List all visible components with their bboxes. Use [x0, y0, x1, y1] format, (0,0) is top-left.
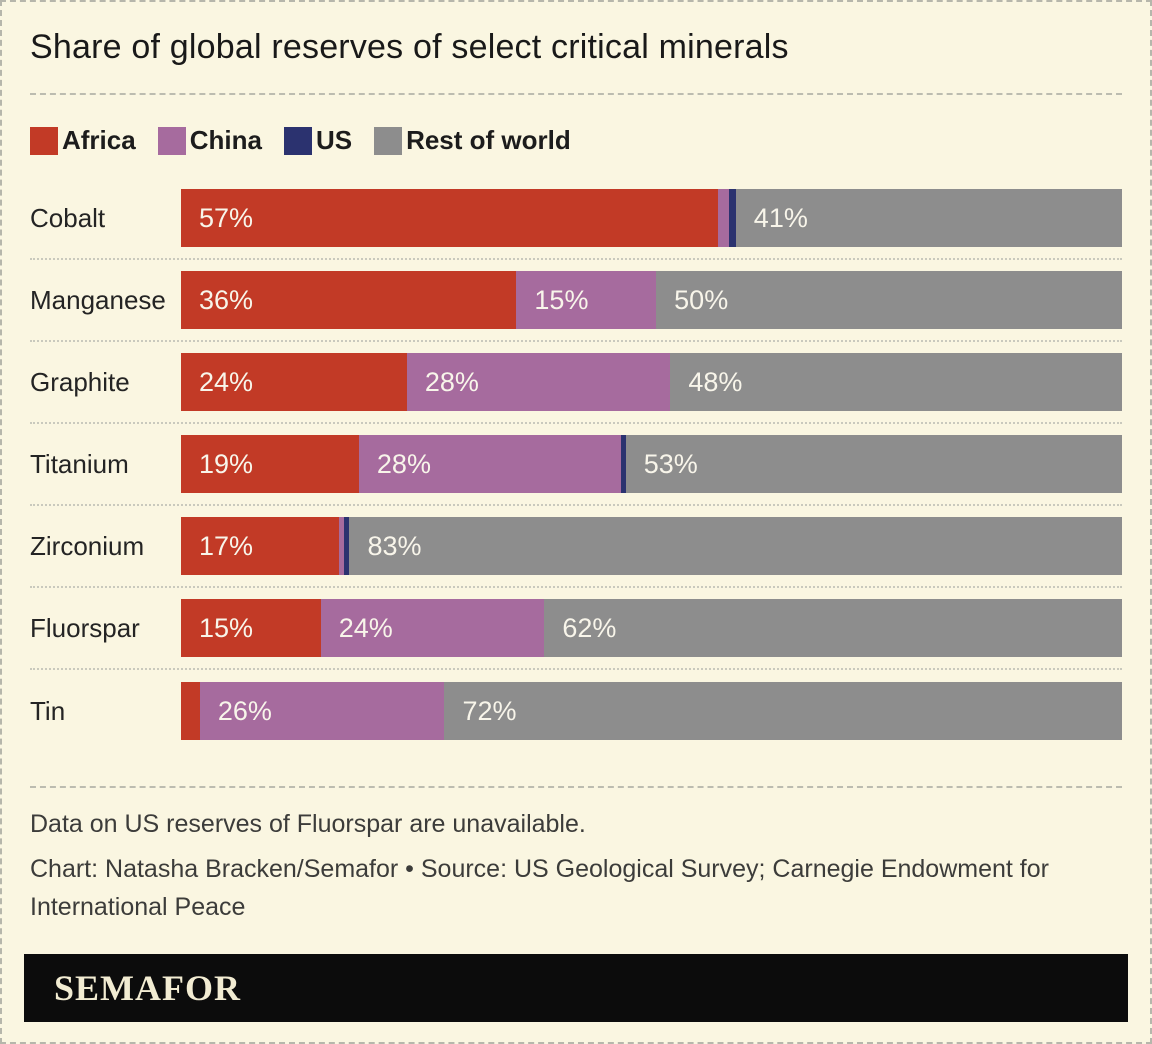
legend-label: China — [189, 125, 262, 155]
segment-value-label: 28% — [376, 448, 431, 479]
segment-value-label: 24% — [199, 366, 254, 397]
legend-item-china: China — [157, 125, 262, 156]
bar-segment-china: 15% — [516, 271, 657, 329]
segment-value-label: 17% — [199, 530, 254, 561]
segment-value-label: 28% — [424, 366, 479, 397]
bar-segment-africa: 24% — [181, 353, 407, 411]
bar-segment-africa: 17% — [181, 517, 340, 575]
bar-segment-china: 26% — [199, 682, 445, 740]
stacked-bar: 17% 83% — [181, 517, 1122, 575]
segment-value-label: 15% — [199, 612, 254, 643]
chart-row-fluorspar: Fluorspar 15% 24% 62% — [30, 588, 1122, 670]
chart-row-zirconium: Zirconium 17% 83% — [30, 506, 1122, 588]
bar-segment-us — [729, 189, 736, 247]
category-label: Titanium — [30, 448, 129, 479]
logo-bar: SEMAFOR — [24, 954, 1128, 1022]
legend-swatch-africa — [30, 126, 58, 155]
notes-divider — [30, 786, 1122, 788]
stacked-bar: 15% 24% 62% — [181, 599, 1122, 657]
bar-segment-us — [621, 435, 626, 493]
legend-item-africa: Africa — [30, 125, 136, 156]
segment-value-label: 50% — [674, 284, 729, 315]
chart-row-manganese: Manganese 36% 15% 50% — [30, 260, 1122, 342]
chart-row-titanium: Titanium 19% 28% 53% — [30, 424, 1123, 506]
bar-segment-rest-of-world: 50% — [656, 271, 1122, 329]
category-label: Graphite — [30, 366, 130, 397]
segment-value-label: 15% — [534, 284, 589, 315]
segment-value-label: 72% — [462, 695, 517, 726]
legend-label: US — [315, 125, 353, 155]
semafor-logo: SEMAFOR — [54, 968, 241, 1008]
stacked-bar: 57% 41% — [181, 189, 1122, 247]
segment-value-label: 62% — [562, 612, 617, 643]
bar-segment-africa: 19% — [181, 435, 359, 493]
credit-line: Chart: Natasha Bracken/Semafor • Source:… — [30, 855, 1049, 921]
chart-rows: Cobalt 57% 41% Manganese 36% 15% 50% Graphite 24… — [30, 178, 1123, 752]
bar-segment-china: 24% — [320, 599, 545, 657]
bar-segment-africa: 15% — [181, 599, 321, 657]
segment-value-label: 83% — [367, 530, 422, 561]
segment-value-label: 26% — [217, 695, 272, 726]
bar-segment-china — [717, 189, 730, 247]
chart-row-cobalt: Cobalt 57% 41% — [30, 178, 1122, 260]
chart-title: Share of global reserves of select criti… — [30, 28, 789, 66]
footnote: Data on US reserves of Fluorspar are una… — [30, 810, 586, 838]
legend-item-us: US — [283, 125, 353, 156]
bar-segment-africa — [181, 682, 200, 740]
category-label: Zirconium — [30, 530, 145, 561]
stacked-bar: 36% 15% 50% — [181, 271, 1122, 329]
bar-segment-china — [339, 517, 344, 575]
bar-segment-china: 28% — [358, 435, 622, 493]
title-divider — [30, 93, 1122, 95]
legend-swatch-us — [283, 126, 312, 155]
legend-label: Rest of world — [406, 125, 571, 155]
bar-segment-rest-of-world: 41% — [735, 189, 1122, 247]
chart-row-tin: Tin 26% 72% — [30, 670, 1122, 752]
stacked-bar: 19% 28% 53% — [181, 435, 1123, 493]
category-label: Cobalt — [30, 202, 106, 233]
legend: Africa China US Rest of world — [30, 125, 1122, 156]
bar-segment-rest-of-world: 48% — [670, 353, 1123, 411]
segment-value-label: 41% — [753, 202, 808, 233]
legend-swatch-china — [157, 126, 186, 155]
legend-label: Africa — [62, 125, 136, 155]
segment-value-label: 24% — [338, 612, 393, 643]
bar-segment-rest-of-world: 72% — [444, 682, 1122, 740]
bar-segment-africa: 57% — [181, 189, 718, 247]
legend-swatch-rest-of-world — [374, 126, 403, 155]
category-label: Fluorspar — [30, 612, 140, 643]
bar-segment-africa: 36% — [181, 271, 517, 329]
stacked-bar: 26% 72% — [181, 682, 1122, 740]
segment-value-label: 36% — [199, 284, 254, 315]
segment-value-label: 53% — [643, 448, 698, 479]
segment-value-label: 57% — [199, 202, 254, 233]
chart-row-graphite: Graphite 24% 28% 48% — [30, 342, 1123, 424]
category-label: Tin — [30, 695, 66, 726]
stacked-bar: 24% 28% 48% — [181, 353, 1123, 411]
bar-segment-us — [343, 517, 350, 575]
bar-segment-rest-of-world: 83% — [349, 517, 1122, 575]
segment-value-label: 48% — [688, 366, 743, 397]
category-label: Manganese — [30, 284, 166, 315]
bar-segment-rest-of-world: 53% — [625, 435, 1123, 493]
segment-value-label: 19% — [199, 448, 254, 479]
bar-segment-rest-of-world: 62% — [544, 599, 1122, 657]
legend-item-rest-of-world: Rest of world — [374, 125, 571, 156]
bar-segment-china: 28% — [406, 353, 671, 411]
